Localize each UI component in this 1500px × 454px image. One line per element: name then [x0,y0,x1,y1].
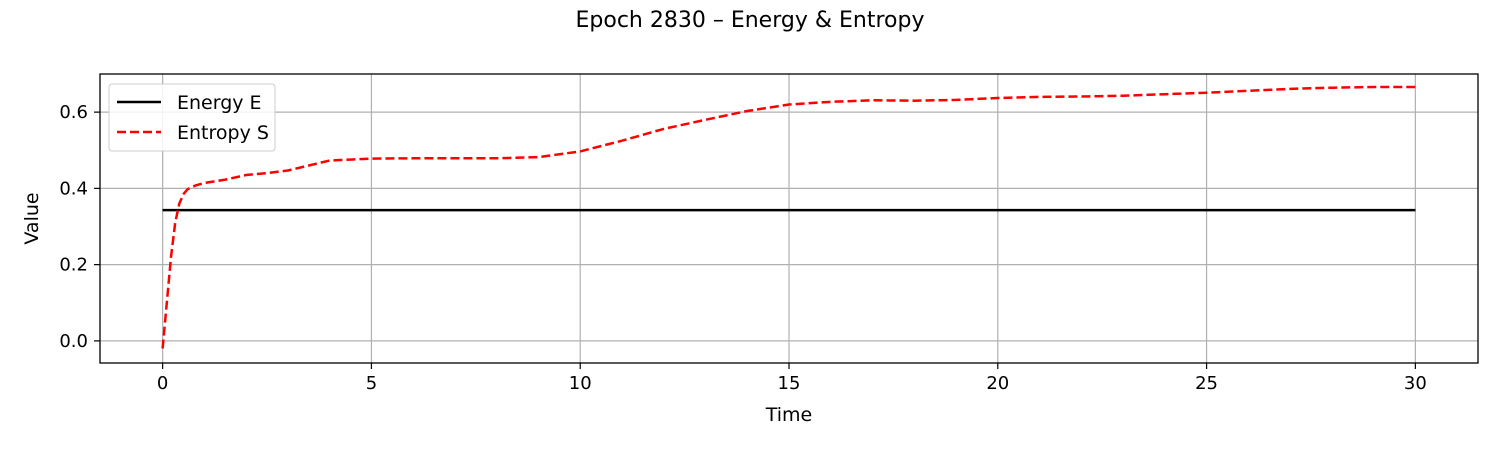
x-tick-label: 0 [157,373,168,394]
x-tick-label: 5 [366,373,377,394]
y-tick-label: 0.6 [59,102,88,123]
y-tick-label: 0.4 [59,178,88,199]
series-line-entropy-s [161,85,1416,349]
legend: Energy E Entropy S [108,83,276,152]
y-tick-label: 0.0 [59,331,88,352]
x-tick-label: 15 [778,373,801,394]
x-tick-label: 10 [569,373,592,394]
legend-label-entropy: Entropy S [177,122,269,144]
y-tick-label: 0.2 [59,255,88,276]
chart-title: Epoch 2830 – Energy & Entropy [576,8,925,33]
plot-series [161,85,1416,349]
grid-lines [100,74,1478,363]
axis-ticks: 0 5 10 15 20 25 30 0.0 0.2 0.4 0.6 [59,102,1426,394]
legend-label-energy: Energy E [177,92,262,114]
x-tick-label: 20 [986,373,1009,394]
y-axis-label: Value [21,192,43,244]
x-tick-label: 25 [1195,373,1218,394]
x-axis-label: Time [765,404,813,426]
x-tick-label: 30 [1404,373,1427,394]
